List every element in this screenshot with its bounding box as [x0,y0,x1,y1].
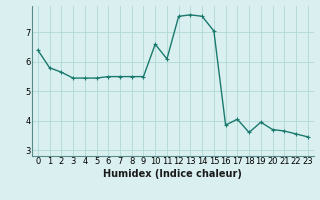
X-axis label: Humidex (Indice chaleur): Humidex (Indice chaleur) [103,169,242,179]
